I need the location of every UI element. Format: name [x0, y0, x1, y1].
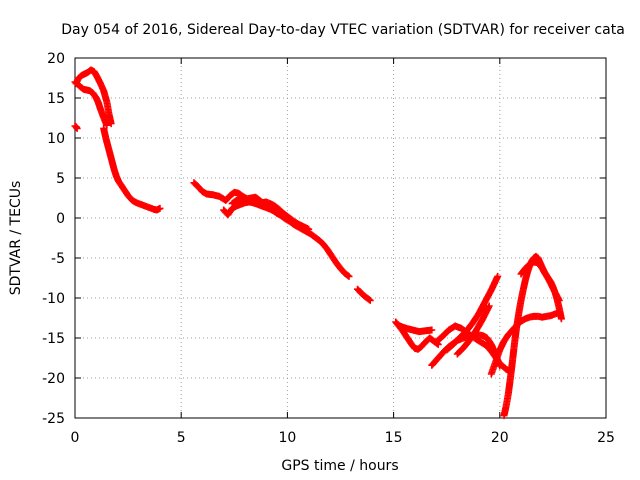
- y-tick-label: 5: [56, 171, 65, 187]
- data-point: [494, 272, 502, 280]
- series-arc-10: [396, 322, 436, 336]
- y-tick-label: -10: [42, 291, 65, 307]
- series-arc-16: [500, 252, 565, 420]
- data-point: [557, 315, 565, 323]
- y-tick-label: -20: [42, 371, 65, 387]
- series-arc-03: [71, 78, 111, 129]
- x-tick-label: 20: [491, 430, 509, 446]
- series-arc-02: [72, 66, 115, 128]
- y-tick-label: -25: [42, 411, 65, 427]
- y-tick-label: 15: [47, 91, 65, 107]
- series-arc-01: [71, 122, 81, 132]
- x-tick-label: 15: [385, 430, 403, 446]
- series-arc-13: [443, 272, 502, 354]
- data-point: [73, 124, 81, 132]
- chart-title: Day 054 of 2016, Sidereal Day-to-day VTE…: [61, 22, 625, 38]
- series-arc-08: [353, 285, 374, 304]
- x-axis-tick-labels: 0 5 10 15 20 25: [71, 430, 615, 446]
- grid: [75, 58, 606, 418]
- data-points: [71, 66, 565, 420]
- data-point: [555, 296, 563, 304]
- y-axis-tick-labels: -25 -20 -15 -10 -5 0 5 10 15 20: [42, 51, 65, 427]
- y-tick-label: 20: [47, 51, 65, 67]
- y-tick-label: 10: [47, 131, 65, 147]
- series-arc-14: [453, 302, 493, 358]
- data-point: [345, 272, 353, 280]
- x-axis-label: GPS time / hours: [281, 458, 398, 474]
- y-axis-label: SDTVAR / TECUs: [8, 181, 24, 296]
- axis-ticks: [74, 57, 607, 419]
- data-point: [156, 204, 164, 212]
- y-tick-label: -5: [51, 251, 65, 267]
- data-point: [485, 302, 493, 310]
- x-tick-label: 10: [278, 430, 296, 446]
- series-arc-04: [100, 124, 164, 214]
- data-point: [428, 326, 436, 334]
- data-point: [103, 121, 111, 129]
- data-point: [305, 225, 313, 233]
- x-tick-label: 25: [597, 430, 615, 446]
- y-tick-label: -15: [42, 331, 65, 347]
- data-point: [366, 296, 374, 304]
- plot-frame: [74, 57, 607, 419]
- series-arc-05: [190, 179, 353, 280]
- series-arc-07: [228, 195, 313, 233]
- series-arc-17: [517, 258, 563, 304]
- y-tick-label: 0: [56, 211, 65, 227]
- x-tick-label: 0: [71, 430, 80, 446]
- x-tick-label: 5: [177, 430, 186, 446]
